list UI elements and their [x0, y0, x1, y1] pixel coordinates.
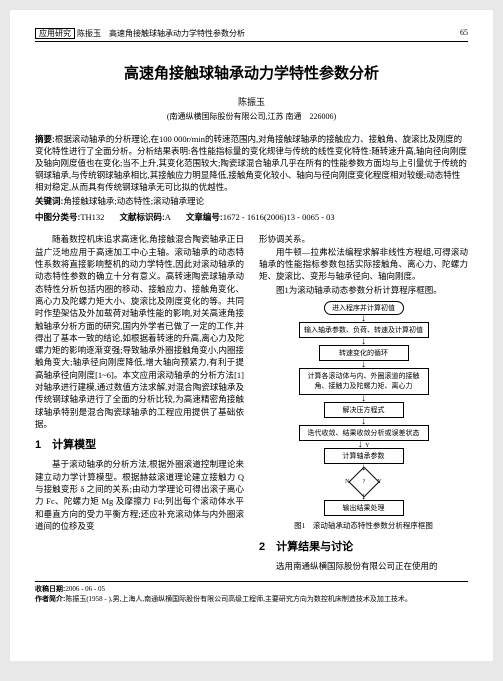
- article-label: 文章编号:: [186, 212, 223, 222]
- left-column: 随着数控机床追求高速化,角接触混合陶瓷轴承正日益广泛地应用于高速加工中心主轴。滚…: [35, 233, 244, 573]
- right-column: 形协调关系。 用牛顿—拉弗松法编程求解非线性方程组,可得滚动轴承的性能指标参数包…: [259, 233, 468, 573]
- paper-title: 高速角接触球轴承动力学特性参数分析: [35, 62, 468, 83]
- doc-label: 文献标识码:: [119, 212, 164, 222]
- article-value: 1672 - 1616(2006)13 - 0065 - 03: [223, 212, 335, 222]
- yes-label: Y: [365, 443, 369, 449]
- figure-1-caption: 图1 滚动轴承动态特性参数分析程序框图: [259, 521, 468, 532]
- arrow-icon: ↓: [299, 338, 429, 345]
- arrow-icon: ↓ Y: [299, 441, 429, 448]
- author-bio-label: 作者简介:: [35, 596, 65, 603]
- keywords: 关键词:角接触球轴承;动态特性;滚动轴承理论: [35, 196, 468, 208]
- body-columns: 随着数控机床追求高速化,角接触混合陶瓷轴承正日益广泛地应用于高速加工中心主轴。滚…: [35, 233, 468, 573]
- arrow-icon: ↓: [299, 315, 429, 322]
- intro-para: 随着数控机床追求高速化,角接触混合陶瓷轴承正日益广泛地应用于高速加工中心主轴。滚…: [35, 233, 244, 430]
- flow-output: 输出结果处理: [324, 500, 404, 516]
- affiliation: (南通纵横国际股份有限公司,江苏 南通 226006): [35, 111, 468, 122]
- arrow-icon: ↓: [299, 361, 429, 368]
- abstract: 摘要:根据滚动轴承的分析理论,在100 000r/min的转速范围内,对角接触球…: [35, 134, 468, 193]
- class-label: 中图分类号:: [35, 212, 80, 222]
- arrow-icon: ↓: [299, 395, 429, 402]
- keywords-label: 关键词:: [35, 196, 63, 206]
- model-para: 基于滚动轴承的分析方法,根据外圈滚道控制理论来建立动力学计算模型。根据赫兹滚道理…: [35, 458, 244, 532]
- abstract-text: 根据滚动轴承的分析理论,在100 000r/min的转速范围内,对角接触球轴承的…: [35, 134, 467, 192]
- date-label: 收稿日期:: [35, 586, 65, 593]
- arrow-icon: ↓: [299, 418, 429, 425]
- running-header: 应用研究 陈振玉 高速角接触球轴承动力学特性参数分析 65: [35, 28, 468, 42]
- header-running-title: 陈振玉 高速角接触球轴承动力学特性参数分析: [77, 29, 245, 38]
- col2-p3: 图1为滚动轴承动态参数分析计算程序框图。: [259, 284, 468, 296]
- page-number: 65: [460, 28, 468, 39]
- keywords-text: 角接触球轴承;动态特性;滚动轴承理论: [63, 196, 204, 206]
- author-name: 陈振玉: [35, 95, 468, 108]
- section-1-title: 1 计算模型: [35, 438, 244, 454]
- doc-value: A: [165, 212, 171, 222]
- flow-calc: 计算各滚动体与内、外圈滚道的接触角、接触力及陀螺力矩、离心力: [299, 368, 429, 394]
- abstract-label: 摘要:: [35, 134, 55, 144]
- results-para: 选用南通纵横国际股份有限公司正在使用的: [259, 560, 468, 572]
- header-category: 应用研究: [35, 28, 75, 39]
- date-value: 2006 - 06 - 05: [65, 585, 105, 593]
- col2-p2: 用牛顿—拉弗松法编程求解非线性方程组,可得滚动轴承的性能指标参数包括实际接触角、…: [259, 246, 468, 283]
- col2-p1: 形协调关系。: [259, 233, 468, 245]
- flowchart: 进入程序并计算初值 ↓ 输入轴承参数、负荷、转速及计算初值 ↓ 转速变化的循环 …: [299, 301, 429, 516]
- author-bio: 陈振玉(1958 - ),男,上海人,南通纵横国际股份有限公司高级工程师,主要研…: [65, 595, 412, 603]
- footer: 收稿日期:2006 - 06 - 05 作者简介:陈振玉(1958 - ),男,…: [35, 581, 468, 603]
- classification-line: 中图分类号:TH132 文献标识码:A 文章编号:1672 - 1616(200…: [35, 211, 468, 223]
- section-2-title: 2 计算结果与讨论: [259, 540, 468, 556]
- class-value: TH132: [80, 212, 104, 222]
- page-container: 应用研究 陈振玉 高速角接触球轴承动力学特性参数分析 65 高速角接触球轴承动力…: [10, 10, 493, 661]
